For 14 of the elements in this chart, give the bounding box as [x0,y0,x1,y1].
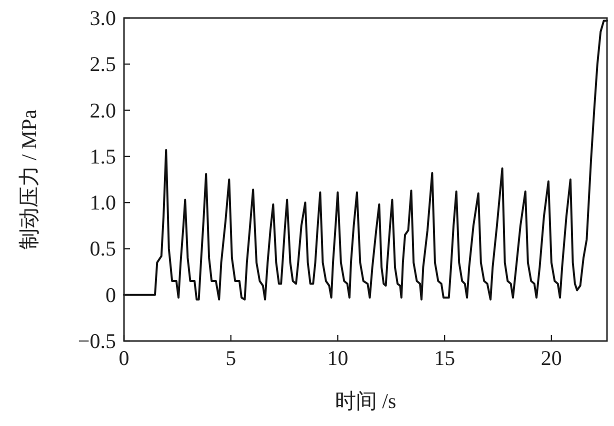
y-tick-label: −0.5 [78,329,116,353]
x-axis-title: 时间 /s [334,389,396,413]
y-tick-label: 2.0 [90,98,116,122]
y-axis-title: 制动压力 / MPa [17,108,41,250]
y-tick-label: 0.5 [90,236,116,261]
x-tick-label: 5 [226,346,236,370]
y-tick-label: 0 [106,282,116,307]
y-tick-label: 2.5 [90,52,116,76]
x-tick-label: 20 [540,346,562,370]
y-tick-label: 3.0 [90,6,116,30]
y-tick-label: 1.0 [90,190,116,215]
y-tick-label: 1.5 [90,144,116,168]
x-tick-label: 15 [434,346,456,370]
x-tick-label: 10 [327,346,348,370]
